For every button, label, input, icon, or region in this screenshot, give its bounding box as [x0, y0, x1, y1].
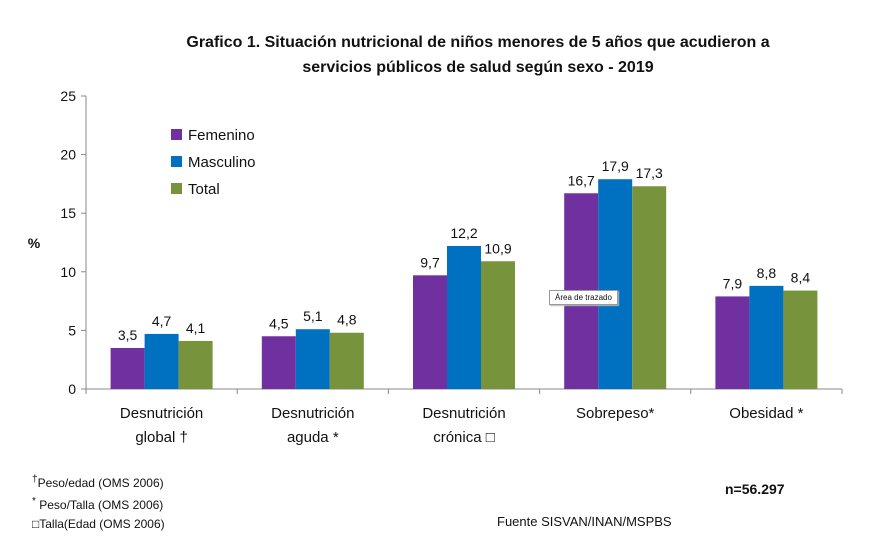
bar-femenino	[261, 336, 296, 389]
chart-title-line-1: Grafico 1. Situación nutricional de niño…	[186, 34, 769, 51]
asterisk-symbol: *	[32, 496, 36, 507]
bar-masculino	[295, 329, 330, 389]
plot-area[interactable]: 0 5 10 15 20 25 3,5 4,7 4,1 Desnutrición global † 4…	[60, 88, 843, 446]
y-tick-label: 25	[60, 88, 76, 104]
data-label: 10,9	[484, 240, 511, 256]
legend-swatch-total	[171, 183, 182, 194]
data-label: 9,7	[420, 254, 440, 270]
y-tick-label: 5	[68, 322, 76, 338]
bar-masculino	[447, 246, 481, 389]
bar-masculino	[144, 333, 179, 389]
footnote-text: Talla(Edad (OMS 2006)	[39, 517, 165, 531]
data-label: 7,9	[723, 275, 743, 291]
legend-swatch-femenino	[171, 129, 182, 140]
data-label: 4,8	[337, 312, 357, 328]
x-category-label: Obesidad *	[729, 405, 803, 422]
bar-total	[329, 332, 364, 389]
bar-total	[632, 186, 667, 389]
data-label: 16,7	[568, 172, 595, 188]
x-category-label: crónica □	[433, 429, 495, 446]
plot-area-tooltip: Área de trazado	[549, 290, 618, 305]
bar-masculino	[598, 179, 633, 389]
dagger-symbol: †	[32, 474, 38, 485]
footnote-text: Peso/edad (OMS 2006)	[37, 476, 164, 490]
footnote-talla-edad: □Talla(Edad (OMS 2006)	[32, 517, 165, 531]
legend-label: Total	[188, 181, 220, 198]
data-label: 8,8	[757, 265, 777, 281]
bar-femenino	[413, 275, 447, 389]
chart-title-line-2: servicios públicos de salud según sexo -…	[302, 59, 653, 76]
y-axis-label: %	[28, 235, 41, 251]
footnote-peso-edad: †Peso/edad (OMS 2006)	[32, 474, 164, 490]
x-category-label: Desnutrición	[271, 405, 354, 422]
data-label: 4,1	[186, 320, 206, 336]
data-label: 17,3	[636, 165, 663, 181]
y-tick-label: 10	[60, 264, 76, 280]
legend-label: Masculino	[188, 154, 256, 171]
footnote-text: Peso/Talla (OMS 2006)	[39, 498, 164, 512]
bar-total	[783, 290, 818, 389]
legend-swatch-masculino	[171, 156, 182, 167]
square-symbol: □	[32, 517, 40, 531]
data-label: 12,2	[450, 225, 477, 241]
x-category-label: Sobrepeso*	[576, 405, 655, 422]
x-category-label: global †	[135, 429, 188, 446]
x-category-label: Desnutrición	[422, 405, 505, 422]
data-label: 5,1	[303, 308, 323, 324]
sample-size: n=56.297	[725, 481, 785, 497]
data-label: 17,9	[602, 158, 629, 174]
y-tick-label: 20	[60, 147, 76, 163]
data-label: 3,5	[118, 327, 138, 343]
bar-masculino	[749, 285, 784, 389]
legend-label: Femenino	[188, 127, 255, 144]
bar-femenino	[715, 296, 750, 389]
x-category-label: aguda *	[287, 429, 339, 446]
bar-total	[481, 261, 515, 389]
y-tick-label: 15	[60, 205, 76, 221]
source-note: Fuente SISVAN/INAN/MSPBS	[497, 514, 672, 529]
data-label: 8,4	[791, 270, 811, 286]
footnote-peso-talla: * Peso/Talla (OMS 2006)	[32, 496, 163, 512]
bar-total	[178, 340, 213, 389]
data-label: 4,5	[269, 315, 289, 331]
y-tick-label: 0	[68, 381, 76, 397]
data-label: 4,7	[152, 313, 172, 329]
bar-femenino	[110, 347, 145, 389]
x-category-label: Desnutrición	[120, 405, 203, 422]
